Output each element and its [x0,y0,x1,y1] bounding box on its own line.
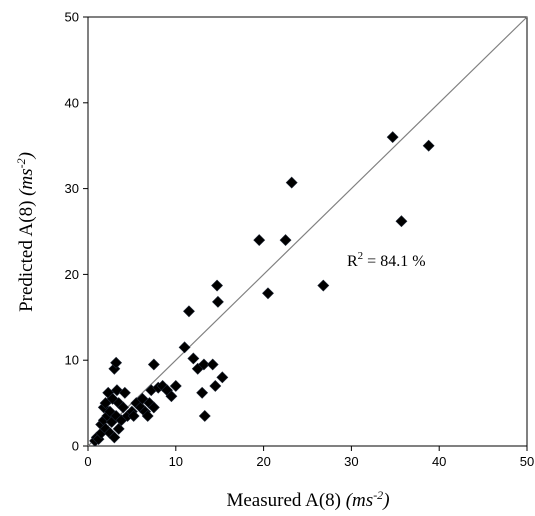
data-point [141,410,154,422]
data-point [198,410,211,422]
x-tick-label: 20 [256,454,270,469]
x-tick-label: 50 [520,454,534,469]
data-point [212,295,224,308]
y-tick-label: 10 [65,353,79,368]
data-point [108,431,121,444]
data-point [169,380,182,392]
x-tick-label: 0 [84,454,91,469]
data-point [147,358,160,371]
data-point [386,131,399,144]
data-point [196,386,209,399]
reference-line [87,16,528,447]
r-squared-annotation: R2 = 84.1 % [347,250,426,270]
data-point [253,234,266,247]
data-point [178,341,191,354]
y-tick-label: 0 [72,439,79,454]
data-point [117,401,130,414]
data-point [209,380,222,392]
y-tick-label: 30 [65,181,79,196]
data-point [216,371,229,384]
plot-frame [87,16,528,447]
data-point [211,279,223,292]
data-point [262,287,274,300]
data-point [118,386,131,399]
data-point [395,215,408,228]
y-tick-label: 40 [65,95,79,110]
x-tick-label: 10 [169,454,183,469]
data-point [279,234,292,247]
data-point [183,305,195,318]
data-point [317,279,330,292]
x-axis-title: Measured A(8) (ms-2) [226,488,389,511]
data-point [197,358,210,371]
plot-area: 0 10 20 30 40 50 0 10 20 30 40 50 R2 = 84.1 % [65,10,535,470]
data-point [165,390,178,403]
data-point [127,410,140,422]
y-tick-label: 50 [65,10,79,25]
data-point [110,356,123,369]
y-tick-label: 20 [65,267,79,282]
x-tick-label: 30 [344,454,358,469]
data-point [147,401,160,414]
x-tick-label: 40 [432,454,446,469]
y-axis-title: Predicted A(8) (ms-2) [14,152,37,312]
data-point [285,176,298,189]
data-point [206,358,219,371]
data-point [112,422,125,435]
data-point [187,352,200,365]
data-point [422,139,435,152]
